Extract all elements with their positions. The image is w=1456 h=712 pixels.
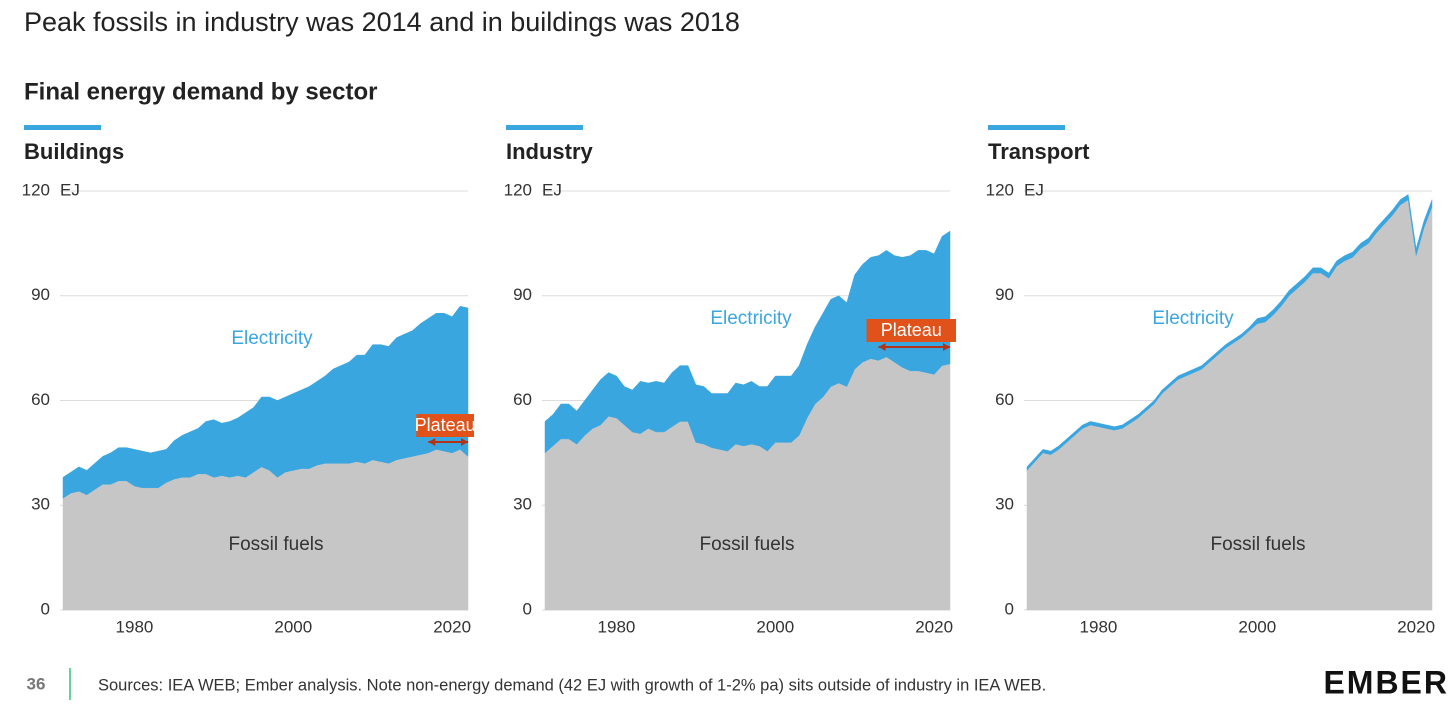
series-label: Fossil fuels	[699, 534, 794, 555]
panel-title: Transport	[988, 139, 1090, 164]
y-tick-label: 60	[513, 390, 532, 409]
panel-accent	[24, 125, 101, 130]
area	[544, 230, 951, 454]
logo: EMBER	[1323, 664, 1449, 700]
x-tick-label: 2020	[1397, 617, 1435, 636]
annotation-text: Plateau	[415, 415, 476, 435]
y-tick-label: 120	[22, 180, 50, 199]
x-tick-label: 2000	[1238, 617, 1276, 636]
area	[62, 305, 469, 499]
annotation-box	[866, 319, 956, 342]
series-label: Electricity	[231, 328, 313, 349]
annotation-box	[416, 414, 474, 437]
panel-accent	[988, 125, 1065, 130]
x-tick-label: 1980	[116, 617, 154, 636]
x-tick-label: 1980	[1080, 617, 1118, 636]
y-tick-label: 30	[513, 495, 532, 514]
x-tick-label: 2020	[433, 617, 471, 636]
x-tick-label: 1980	[598, 617, 636, 636]
page-number: 36	[27, 674, 46, 693]
series-label: Fossil fuels	[228, 534, 323, 555]
page-title: Peak fossils in industry was 2014 and in…	[24, 7, 740, 37]
series-label: Fossil fuels	[1210, 534, 1305, 555]
series-label: Electricity	[710, 308, 792, 329]
y-tick-label: 30	[995, 495, 1014, 514]
x-tick-label: 2000	[756, 617, 794, 636]
page-subtitle: Final energy demand by sector	[24, 78, 377, 105]
x-tick-label: 2000	[274, 617, 312, 636]
panel-title: Buildings	[24, 139, 124, 164]
y-tick-label: 30	[31, 495, 50, 514]
series-label: Electricity	[1152, 308, 1234, 329]
annotation-text: Plateau	[881, 320, 942, 340]
panel-title: Industry	[506, 139, 594, 164]
y-tick-label: 120	[986, 180, 1014, 199]
y-unit: EJ	[1024, 180, 1044, 199]
y-tick-label: 90	[995, 285, 1014, 304]
y-tick-label: 0	[41, 599, 50, 618]
y-tick-label: 0	[523, 599, 532, 618]
panel-accent	[506, 125, 583, 130]
y-unit: EJ	[542, 180, 562, 199]
y-tick-label: 60	[31, 390, 50, 409]
x-tick-label: 2020	[915, 617, 953, 636]
y-tick-label: 60	[995, 390, 1014, 409]
y-tick-label: 0	[1005, 599, 1014, 618]
y-tick-label: 90	[513, 285, 532, 304]
area	[1026, 194, 1433, 471]
y-tick-label: 90	[31, 285, 50, 304]
source-note: Sources: IEA WEB; Ember analysis. Note n…	[98, 676, 1046, 694]
y-unit: EJ	[60, 180, 80, 199]
y-tick-label: 120	[504, 180, 532, 199]
